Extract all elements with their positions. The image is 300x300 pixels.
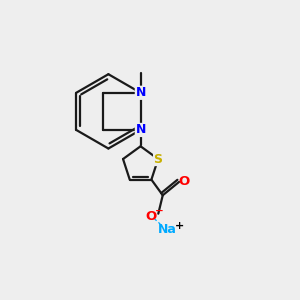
Text: N: N (135, 86, 146, 99)
Text: S: S (154, 152, 163, 166)
Text: Na: Na (158, 223, 177, 236)
Text: N: N (135, 123, 146, 136)
Text: +: + (175, 220, 184, 231)
Text: O: O (179, 175, 190, 188)
Text: −: − (155, 206, 164, 216)
Text: O: O (145, 210, 157, 223)
